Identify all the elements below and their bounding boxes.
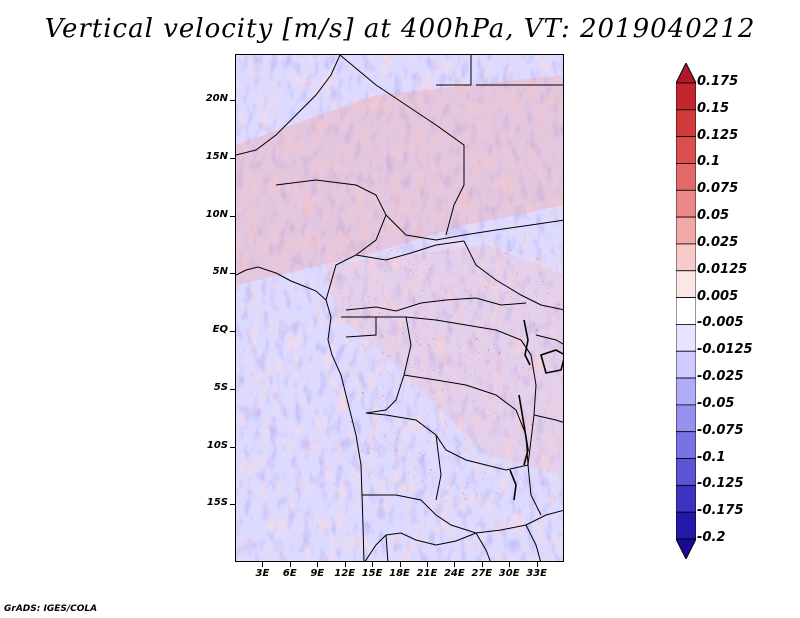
lat-tick-label: 10S bbox=[206, 439, 228, 451]
colorbar-label: 0.1 bbox=[697, 154, 721, 170]
colorbar bbox=[676, 63, 696, 559]
colorbar-segment bbox=[676, 511, 696, 540]
lat-tick bbox=[230, 331, 235, 333]
colorbar-label: 0.025 bbox=[697, 234, 739, 250]
lat-tick-label: 5S bbox=[213, 381, 228, 393]
colorbar-label: 0.125 bbox=[697, 127, 739, 143]
lon-tick bbox=[536, 562, 538, 567]
lat-tick-label: 15N bbox=[205, 150, 228, 162]
lon-tick bbox=[481, 562, 483, 567]
lon-tick-label: 6E bbox=[282, 568, 297, 579]
lon-tick-label: 18E bbox=[389, 568, 410, 579]
colorbar-label: 0.075 bbox=[697, 181, 739, 197]
country-borders bbox=[236, 55, 563, 561]
colorbar-segment bbox=[676, 189, 696, 218]
lon-tick bbox=[317, 562, 319, 567]
lon-tick bbox=[289, 562, 291, 567]
velocity-map bbox=[235, 54, 564, 562]
lat-tick bbox=[230, 273, 235, 275]
colorbar-segment bbox=[676, 404, 696, 433]
colorbar-label: 0.005 bbox=[697, 288, 739, 304]
colorbar-label: 0.05 bbox=[697, 208, 730, 224]
lon-tick bbox=[372, 562, 374, 567]
colorbar-segment bbox=[676, 350, 696, 379]
colorbar-label: -0.175 bbox=[697, 503, 744, 519]
colorbar-segment bbox=[676, 484, 696, 513]
lon-tick bbox=[344, 562, 346, 567]
colorbar-label: -0.025 bbox=[697, 369, 744, 385]
lat-tick bbox=[230, 504, 235, 506]
lon-tick-label: 3E bbox=[255, 568, 270, 579]
lon-tick-label: 30E bbox=[498, 568, 520, 579]
velocity-field bbox=[236, 55, 563, 561]
colorbar-segment bbox=[676, 243, 696, 272]
colorbar-segment bbox=[676, 538, 696, 559]
lon-tick-label: 33E bbox=[526, 568, 547, 579]
colorbar-label: -0.125 bbox=[697, 476, 744, 492]
colorbar-segment bbox=[676, 63, 696, 84]
lon-tick-label: 21E bbox=[416, 568, 438, 579]
grads-credit: GrADS: IGES/COLA bbox=[4, 604, 98, 614]
colorbar-label: 0.15 bbox=[697, 100, 730, 116]
colorbar-segment bbox=[676, 458, 696, 486]
lat-tick bbox=[230, 157, 235, 159]
lat-tick-label: 15S bbox=[206, 497, 228, 509]
lon-tick-label: 15E bbox=[361, 568, 383, 579]
colorbar-label: -0.0125 bbox=[697, 342, 753, 358]
lon-tick-label: 9E bbox=[310, 568, 325, 579]
colorbar-segment bbox=[676, 163, 696, 191]
colorbar-segment bbox=[676, 82, 696, 111]
lon-tick bbox=[262, 562, 264, 567]
lon-tick-label: 12E bbox=[334, 568, 356, 579]
colorbar-label: 0.175 bbox=[697, 74, 739, 89]
lat-tick bbox=[230, 215, 235, 217]
lat-tick bbox=[230, 388, 235, 390]
lat-tick bbox=[230, 100, 235, 102]
lon-tick bbox=[399, 562, 401, 567]
colorbar-segment bbox=[676, 297, 696, 325]
colorbar-label: -0.005 bbox=[697, 315, 744, 331]
map-title: Vertical velocity [m/s] at 400hPa, VT: 2… bbox=[44, 14, 756, 44]
colorbar-segment bbox=[676, 431, 696, 459]
lon-tick bbox=[426, 562, 428, 567]
lat-tick-label: 10N bbox=[205, 208, 228, 220]
lon-tick-label: 27E bbox=[471, 568, 493, 579]
lon-tick bbox=[509, 562, 511, 567]
colorbar-label: 0.0125 bbox=[697, 261, 748, 277]
lat-tick bbox=[230, 446, 235, 448]
lat-tick-label: 5N bbox=[212, 266, 228, 278]
colorbar-label: -0.05 bbox=[697, 395, 735, 411]
colorbar-label: -0.1 bbox=[697, 449, 726, 465]
colorbar-label: -0.075 bbox=[697, 422, 744, 438]
colorbar-segment bbox=[676, 136, 696, 164]
lat-tick-label: EQ bbox=[212, 324, 228, 336]
colorbar-segment bbox=[676, 109, 696, 138]
lat-tick-label: 20N bbox=[205, 93, 228, 105]
colorbar-segment bbox=[676, 377, 696, 406]
colorbar-segment bbox=[676, 216, 696, 245]
colorbar-label: -0.2 bbox=[697, 530, 726, 545]
colorbar-segment bbox=[676, 324, 696, 352]
lon-tick bbox=[454, 562, 456, 567]
colorbar-segment bbox=[676, 270, 696, 298]
lon-tick-label: 24E bbox=[443, 568, 465, 579]
